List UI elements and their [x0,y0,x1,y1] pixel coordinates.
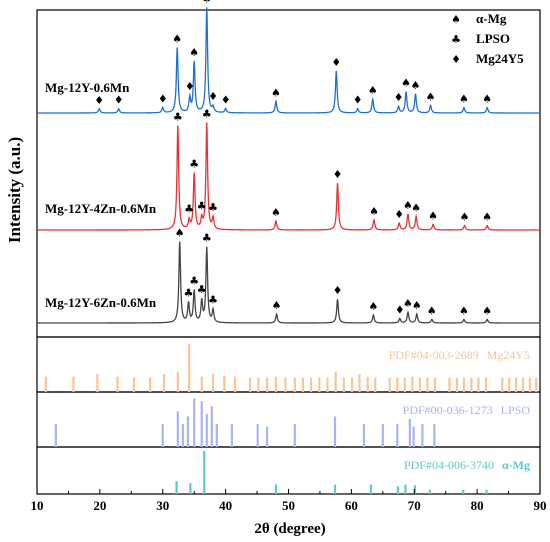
diamond-icon: ♦ [333,284,343,297]
spade-icon: ♠ [411,201,421,214]
spade-icon: ♠ [403,199,413,212]
club-icon: ♣ [184,203,194,216]
sample-label-3: Mg-12Y-6Zn-0.6Mn [45,295,157,310]
diamond-icon: ♦ [158,92,168,105]
x-axis-ticks: 10 20 30 40 50 60 70 80 90 [31,489,547,513]
spade-icon: ♠ [482,93,492,106]
x-tick-label: 90 [534,498,547,513]
spade-icon: ♠ [412,299,422,312]
spade-icon: ♠ [451,13,461,26]
pdf-number: PDF#04-003-2689 [389,348,479,362]
trace-1 [37,7,540,114]
x-tick-label: 60 [345,498,358,513]
diamond-icon: ♦ [451,53,461,66]
pdf-phase: Mg24Y5 [487,348,530,362]
pdf-number: PDF#04-006-3740 [404,458,494,472]
club-icon: ♣ [208,293,218,306]
spade-icon: ♠ [459,93,469,106]
club-icon: ♣ [208,201,218,214]
diamond-icon: ♦ [353,94,363,107]
y-axis-title: Intensity (a.u.) [5,137,24,243]
sample-labels: Mg-12Y-0.6Mn Mg-12Y-4Zn-0.6Mn Mg-12Y-6Zn-0… [45,80,157,310]
phase-markers: ♦♦♦♠♦♠♠♦♦♠♦♦♠♦♠♠♠♠♠♣♣♣♣♣♣♠♦♠♦♠♠♠♠♠♠♣♣♣♣♣… [94,0,492,317]
spade-icon: ♠ [427,304,437,317]
club-icon: ♣ [189,157,199,170]
reference-patterns: PDF#04-003-2689 Mg24Y5 PDF#00-036-1273 LPSO… [44,343,538,494]
spade-icon: ♠ [428,209,438,222]
legend-label: α-Mg [476,11,507,26]
spade-icon: ♠ [175,226,185,239]
trace-3 [37,241,540,324]
diamond-icon: ♦ [221,93,231,106]
club-icon: ♣ [451,33,461,46]
diamond-icon: ♦ [208,90,218,103]
spade-icon: ♠ [271,206,281,219]
spade-icon: ♠ [459,304,469,317]
reference-label-3: PDF#04-006-3740 α-Mg [404,458,530,472]
spade-icon: ♠ [401,77,411,90]
spade-icon: ♠ [189,46,199,59]
club-icon: ♣ [202,107,212,120]
diamond-icon: ♦ [394,208,404,221]
club-icon: ♣ [173,110,183,123]
trace-2 [37,122,540,231]
x-tick-label: 70 [408,498,421,513]
pdf-number: PDF#00-036-1273 [403,403,493,417]
x-tick-label: 40 [219,498,232,513]
spade-icon: ♠ [369,205,379,218]
club-icon: ♣ [189,274,199,287]
spade-icon: ♠ [460,210,470,223]
diamond-icon: ♦ [395,303,405,316]
diamond-icon: ♦ [114,94,124,107]
spade-icon: ♠ [411,79,421,92]
reference-label-2: PDF#00-036-1273 LPSO [403,403,531,417]
diffraction-traces [37,7,540,324]
club-icon: ♣ [197,200,207,213]
diamond-icon: ♦ [94,94,104,107]
legend-label: Mg24Y5 [476,51,524,66]
diamond-icon: ♦ [394,91,404,104]
spade-icon: ♠ [426,91,436,104]
x-tick-label: 10 [31,498,44,513]
legend: ♠ α-Mg ♣ LPSO ♦ Mg24Y5 [451,11,524,66]
pdf-phase: α-Mg [502,458,530,472]
spade-icon: ♠ [202,0,212,5]
x-tick-label: 50 [282,498,295,513]
pdf-phase: LPSO [501,403,531,417]
spade-icon: ♠ [403,297,413,310]
spade-icon: ♠ [272,299,282,312]
spade-icon: ♠ [271,86,281,99]
reference-panel-frame [36,391,541,448]
x-tick-label: 20 [93,498,106,513]
x-tick-label: 30 [156,498,169,513]
x-tick-label: 80 [471,498,484,513]
spade-icon: ♠ [368,84,378,97]
reference-label-1: PDF#04-003-2689 Mg24Y5 [389,348,530,362]
spade-icon: ♠ [482,304,492,317]
spade-icon: ♠ [368,300,378,313]
sample-label-2: Mg-12Y-4Zn-0.6Mn [45,201,157,216]
spade-icon: ♠ [172,32,182,45]
x-axis-title: 2θ (degree) [254,521,325,537]
diamond-icon: ♦ [331,56,341,69]
sample-label-1: Mg-12Y-0.6Mn [45,80,130,95]
diamond-icon: ♦ [185,80,195,93]
club-icon: ♣ [202,232,212,245]
diamond-icon: ♦ [333,168,343,181]
club-icon: ♣ [184,286,194,299]
spade-icon: ♠ [482,210,492,223]
main-panel-frame [36,9,541,338]
club-icon: ♣ [197,283,207,296]
legend-label: LPSO [476,31,510,46]
